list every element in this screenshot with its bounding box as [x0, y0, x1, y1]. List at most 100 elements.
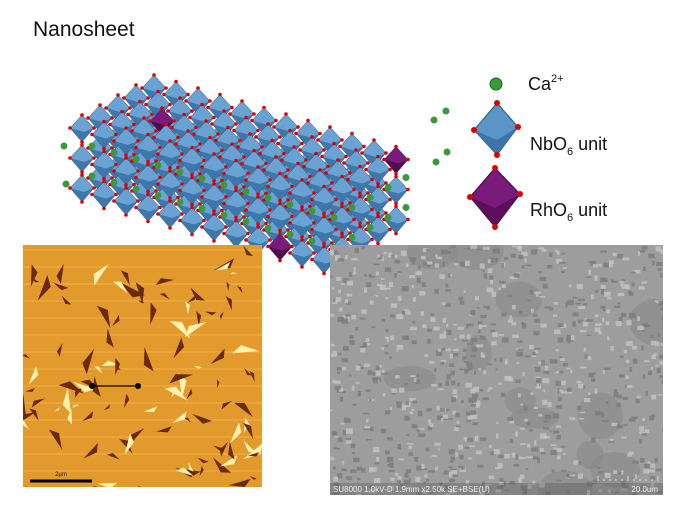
- grain: [447, 273, 451, 278]
- octahedron-shade: [362, 183, 386, 197]
- oxygen: [278, 231, 282, 236]
- crack: [234, 402, 253, 418]
- grain: [450, 473, 458, 478]
- grain: [511, 304, 516, 310]
- oxygen: [158, 145, 162, 150]
- calcium: [442, 107, 450, 115]
- grain: [650, 482, 655, 487]
- grain: [572, 296, 577, 299]
- grain: [606, 309, 610, 314]
- grain: [643, 266, 646, 272]
- grain: [343, 417, 351, 423]
- grain: [467, 366, 473, 371]
- crack: [213, 445, 224, 451]
- oxygen: [394, 231, 398, 236]
- octahedron-shade: [212, 124, 236, 138]
- grain: [658, 332, 661, 338]
- grain: [449, 471, 453, 478]
- crack: [225, 296, 232, 311]
- grain: [353, 267, 356, 273]
- oxygen: [242, 185, 246, 189]
- calcium: [88, 142, 96, 150]
- grain: [539, 482, 545, 488]
- octahedron-shade: [268, 246, 292, 261]
- oxygen: [202, 158, 206, 163]
- grain: [554, 359, 558, 364]
- oxygen: [242, 215, 246, 219]
- oxygen: [208, 135, 212, 140]
- grain: [383, 251, 387, 255]
- grain: [602, 317, 605, 323]
- octahedron-shade: [366, 229, 390, 244]
- oxygen: [200, 225, 204, 229]
- octahedron-shade: [154, 197, 178, 212]
- oxygen: [308, 204, 312, 209]
- grain: [444, 493, 451, 495]
- oxygen: [102, 176, 106, 181]
- grain: [459, 300, 465, 305]
- grain: [450, 456, 455, 461]
- grain: [379, 284, 386, 290]
- oxygen: [168, 102, 172, 107]
- grain: [644, 463, 651, 469]
- calcium: [154, 192, 162, 199]
- oxygen: [240, 161, 244, 166]
- grain: [445, 348, 452, 352]
- oxygen: [190, 202, 194, 207]
- grain: [454, 338, 457, 341]
- octahedron-shade: [208, 107, 232, 122]
- oxygen: [338, 144, 342, 149]
- oxygen: [92, 156, 96, 160]
- grain: [486, 306, 491, 310]
- calcium: [286, 201, 294, 208]
- grain: [368, 488, 376, 494]
- grain: [565, 302, 568, 308]
- oxygen: [222, 231, 226, 236]
- grain: [364, 274, 367, 277]
- grain: [547, 402, 552, 407]
- octahedron-shade: [260, 153, 284, 168]
- oxygen: [292, 145, 296, 149]
- oxygen: [286, 168, 290, 172]
- grain: [509, 439, 514, 444]
- oxygen: [162, 92, 166, 97]
- octahedron-shade: [92, 134, 116, 149]
- oxygen: [190, 175, 194, 180]
- grain: [436, 350, 443, 356]
- grain: [386, 337, 390, 342]
- grain: [620, 480, 626, 485]
- octahedron-shade: [300, 150, 324, 164]
- grain: [460, 261, 465, 267]
- oxygen: [278, 198, 282, 203]
- grain: [384, 352, 389, 355]
- grain: [480, 314, 487, 319]
- grain: [385, 297, 389, 300]
- oxygen: [264, 161, 268, 166]
- grain: [640, 485, 643, 491]
- grain: [504, 360, 508, 365]
- octahedron-shade: [340, 146, 364, 161]
- grain: [517, 393, 521, 398]
- oxygen: [246, 171, 250, 176]
- oxygen: [244, 208, 248, 212]
- grain: [566, 337, 569, 342]
- octahedron-shade: [198, 150, 222, 165]
- crack: [25, 485, 27, 487]
- oxygen: [394, 144, 398, 149]
- grain: [556, 405, 563, 409]
- grain: [488, 387, 493, 390]
- crack: [92, 485, 98, 487]
- grain: [603, 277, 608, 282]
- overlap: [97, 482, 118, 487]
- oxygen: [340, 204, 344, 209]
- grain: [467, 415, 473, 420]
- grain: [639, 494, 645, 495]
- oxygen: [150, 112, 154, 117]
- oxygen: [174, 142, 178, 146]
- grain: [470, 338, 478, 343]
- grain: [626, 385, 633, 389]
- grain: [350, 443, 356, 449]
- calcium: [60, 142, 68, 150]
- grain: [333, 476, 339, 482]
- grain: [569, 417, 576, 421]
